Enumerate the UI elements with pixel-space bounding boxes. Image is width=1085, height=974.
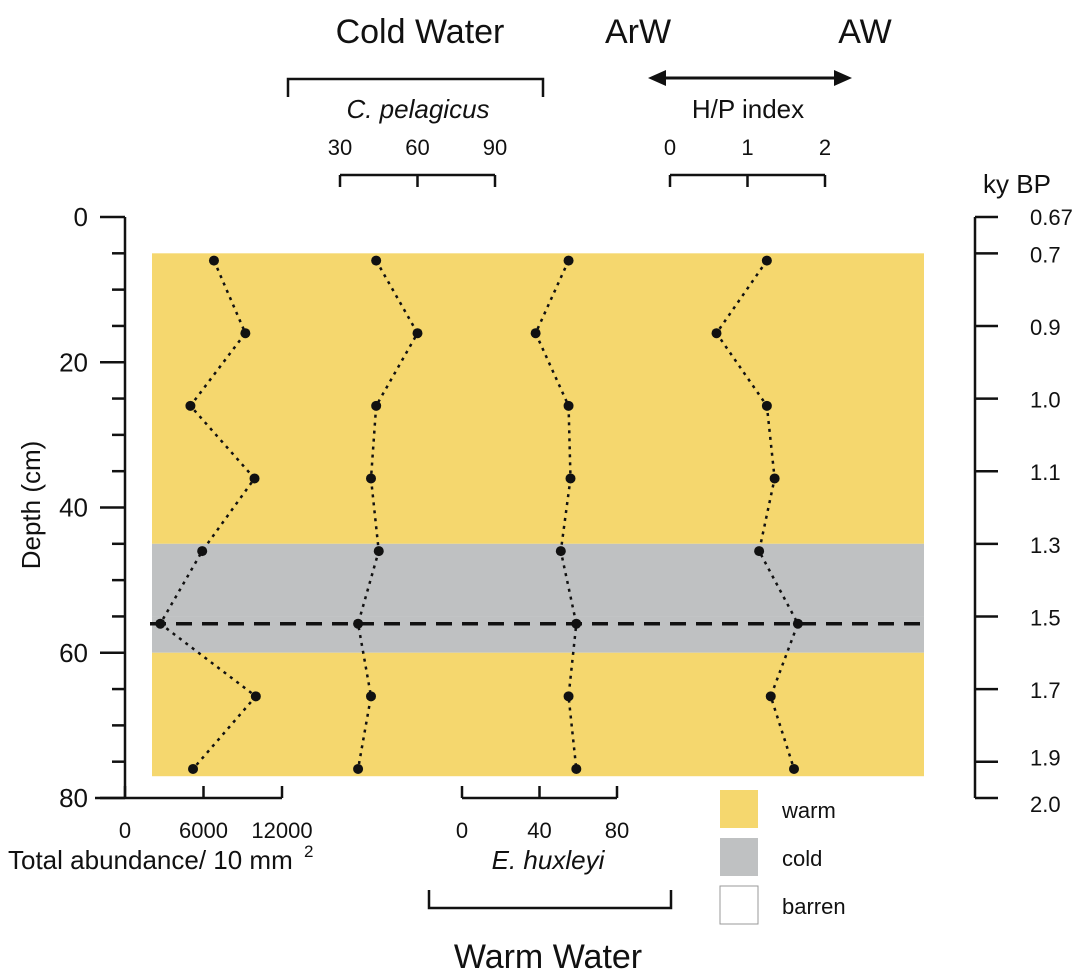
total-data-point: [185, 400, 196, 411]
zone-warm: [152, 652, 924, 777]
legend-swatch-cold: [720, 838, 758, 876]
cold-water-bracket: [286, 77, 545, 97]
zone-cold: [152, 616, 924, 653]
zone-bands: [152, 253, 924, 777]
total-abundance-axis-label: Total abundance/ 10 mm 2: [8, 842, 313, 875]
cpelagicus-profile-line: [356, 259, 419, 770]
age-axis: 0.67 0.7 0.9 1.0 1.1 1.3 1.5 1.7 1.9 2.0: [973, 205, 1073, 817]
depth-tick-label: 20: [59, 347, 88, 377]
cpelagicus-data-point: [373, 546, 384, 557]
arw-label: ArW: [605, 13, 671, 51]
hp-scale-tick-label: 1: [741, 135, 753, 160]
cold-water-label: Cold Water: [336, 13, 505, 51]
hp-data-point: [761, 255, 772, 266]
hp-data-point: [761, 400, 772, 411]
cpelagicus-data-point: [353, 763, 364, 774]
warm-water-label: Warm Water: [454, 938, 642, 974]
series-profiles: [155, 255, 803, 774]
age-tick-label: 0.9: [1030, 315, 1061, 340]
age-tick-label: 1.7: [1030, 678, 1061, 703]
total-data-point: [155, 618, 166, 629]
ehuxleyi-data-point: [563, 400, 574, 411]
cpelagicus-data-point: [371, 255, 382, 266]
hp-data-point: [754, 546, 765, 557]
zone-cold: [152, 543, 924, 617]
total-data-point: [208, 255, 219, 266]
age-tick-label: 1.1: [1030, 460, 1061, 485]
series-scales: 0 6000 12000 30 60 90 0 40 80 0 1 2: [95, 135, 831, 843]
hp-index-axis-label: H/P index: [692, 94, 804, 124]
ehuxleyi-data-point: [571, 763, 582, 774]
age-tick-label: 0.67: [1030, 205, 1073, 230]
total-scale-tick-label: 0: [119, 818, 131, 843]
ehuxleyi-data-point: [565, 473, 576, 484]
hp-data-point: [789, 763, 799, 774]
depth-tick-label: 40: [59, 493, 88, 523]
legend-label-warm: warm: [781, 798, 836, 823]
hp-data-point: [769, 473, 780, 484]
cpelagicus-data-point: [353, 618, 364, 629]
hp-data-point: [711, 328, 722, 339]
age-tick-label: 1.0: [1030, 388, 1061, 413]
hp-scale-tick-label: 0: [664, 135, 676, 160]
total-abundance-label-text: Total abundance/ 10 mm: [8, 845, 293, 875]
total-data-point: [240, 328, 251, 339]
age-tick-label: 1.3: [1030, 533, 1061, 558]
total-data-point: [197, 546, 208, 557]
ehuxleyi-data-point: [555, 546, 566, 557]
depth-tick-label: 60: [59, 638, 88, 668]
age-tick-label: 1.5: [1030, 605, 1061, 630]
age-tick-label: 2.0: [1030, 792, 1061, 817]
hp-data-point: [765, 691, 776, 702]
c-pelagicus-axis-label: C. pelagicus: [346, 94, 489, 124]
depth-tick-label: 0: [74, 202, 88, 232]
legend-swatch-barren: [719, 885, 759, 925]
total-scale-tick-label: 12000: [251, 818, 312, 843]
total-data-point: [250, 691, 261, 702]
ehuxleyi-data-point: [571, 618, 582, 629]
hp-scale-tick-label: 2: [819, 135, 831, 160]
age-axis-title: ky BP: [983, 169, 1051, 199]
total-scale-tick-label: 6000: [179, 818, 228, 843]
ehuxleyi-scale-tick-label: 40: [527, 818, 551, 843]
depth-axis: 0 20 40 60 80: [59, 202, 127, 813]
ehuxleyi-scale-tick-label: 0: [456, 818, 468, 843]
legend: warm cold barren: [719, 790, 846, 925]
depth-axis-title: Depth (cm): [16, 441, 46, 570]
e-huxleyi-axis-label: E. huxleyi: [492, 845, 606, 875]
legend-label-barren: barren: [782, 894, 846, 919]
cpelagicus-scale-tick-label: 60: [405, 135, 429, 160]
legend-swatch-warm: [720, 790, 758, 828]
aw-label: AW: [838, 13, 892, 51]
total-abundance-superscript: 2: [304, 842, 313, 861]
cpelagicus-data-point: [371, 400, 382, 411]
total-data-point: [249, 473, 260, 484]
zone-warm: [152, 253, 924, 544]
cpelagicus-data-point: [366, 473, 376, 484]
arw-aw-arrow: [648, 70, 852, 86]
warm-water-bracket: [427, 890, 673, 910]
cpelagicus-scale-tick-label: 30: [328, 135, 352, 160]
legend-label-cold: cold: [782, 846, 822, 871]
age-tick-label: 1.9: [1030, 746, 1061, 771]
ehuxleyi-data-point: [563, 255, 574, 266]
age-tick-label: 0.7: [1030, 242, 1061, 267]
ehuxleyi-data-point: [530, 328, 541, 339]
cpelagicus-data-point: [366, 691, 376, 702]
ehuxleyi-scale-tick-label: 80: [605, 818, 629, 843]
cpelagicus-data-point: [412, 328, 423, 339]
cpelagicus-scale-tick-label: 90: [483, 135, 507, 160]
depth-tick-label: 80: [59, 783, 88, 813]
ehuxleyi-profile-line: [534, 260, 578, 770]
total-data-point: [188, 763, 199, 774]
ehuxleyi-data-point: [563, 691, 574, 702]
hp-data-point: [792, 618, 803, 629]
